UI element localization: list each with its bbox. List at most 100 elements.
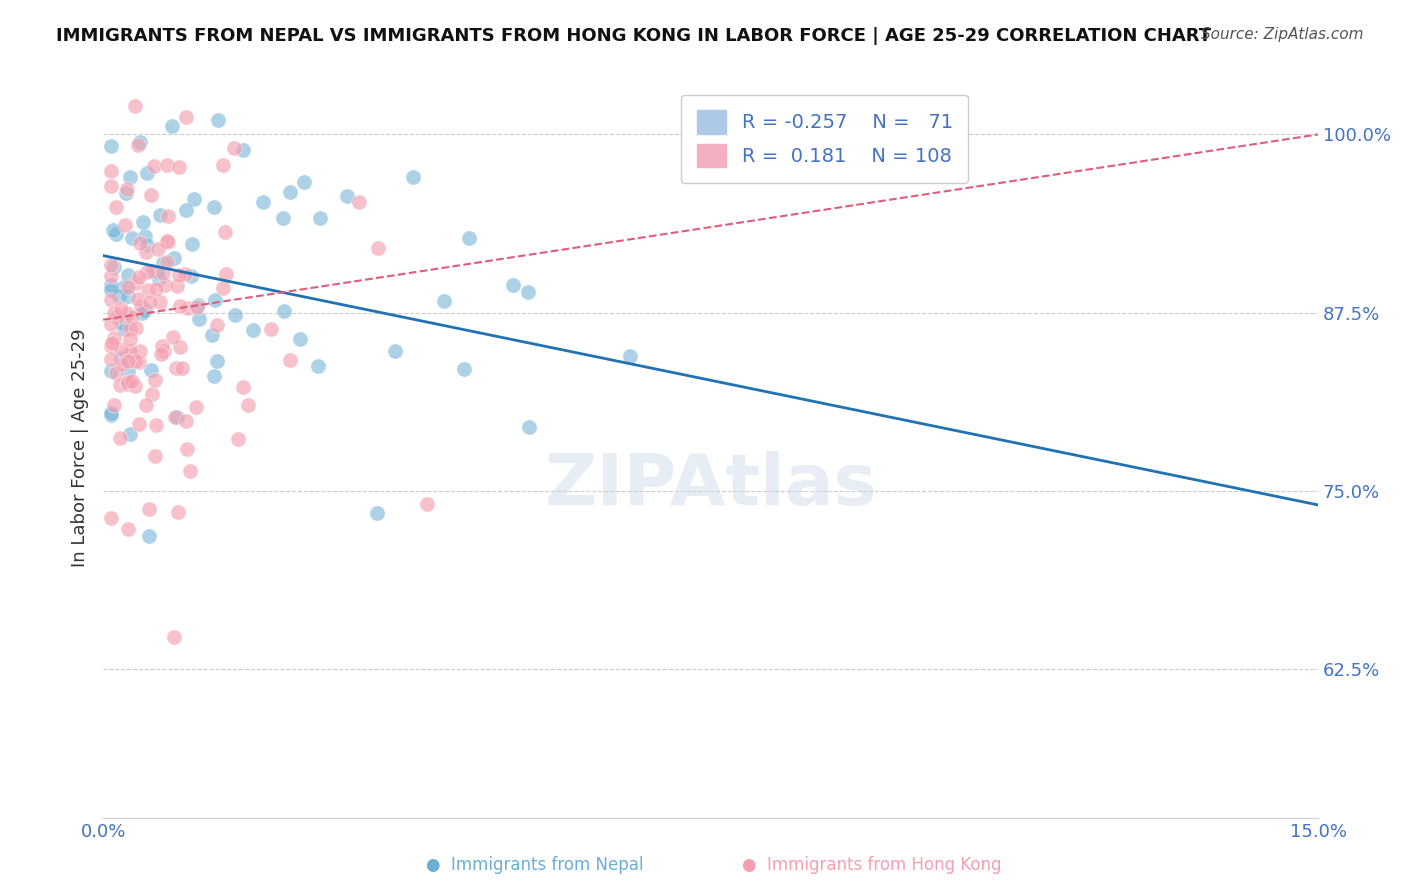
Point [176,414,198,428]
Point [309,211,332,225]
Point [278,185,301,199]
Point [111,357,134,371]
Point [127,137,149,152]
Point [139,188,162,202]
Point [453,361,475,376]
Point [127,293,149,307]
Text: IMMIGRANTS FROM NEPAL VS IMMIGRANTS FROM HONG KONG IN LABOR FORCE | AGE 25-29 CO: IMMIGRANTS FROM NEPAL VS IMMIGRANTS FROM… [56,27,1212,45]
Point [163,631,186,645]
Point [166,410,188,425]
Point [100,269,122,284]
Point [232,379,254,393]
Point [169,160,191,174]
Point [100,179,122,194]
Point [114,219,136,233]
Point [156,255,179,269]
Point [141,264,163,278]
Point [112,321,135,335]
Point [115,181,138,195]
Point [183,192,205,206]
Point [108,431,131,445]
Point [162,330,184,344]
Point [100,351,122,366]
Point [134,229,156,244]
Point [141,387,163,401]
Point [224,308,246,322]
Point [118,427,141,442]
Point [145,417,167,432]
Point [160,119,183,133]
Point [155,235,177,249]
Point [176,442,198,456]
Point [152,266,174,280]
Point [117,376,139,391]
Point [150,347,173,361]
Point [167,504,190,518]
Point [129,344,152,359]
Point [150,339,173,353]
Point [124,99,146,113]
Text: ●  Immigrants from Nepal: ● Immigrants from Nepal [426,856,643,874]
Point [100,293,122,307]
Point [136,265,159,279]
Point [166,279,188,293]
Point [162,251,184,265]
Point [260,321,283,335]
Point [108,289,131,303]
Point [148,271,170,285]
Point [112,280,135,294]
Point [101,335,124,350]
Point [177,301,200,316]
Point [307,359,329,374]
Point [187,298,209,312]
Point [100,364,122,378]
Point [128,270,150,285]
Point [169,340,191,354]
Point [174,268,197,282]
Point [129,299,152,313]
Point [242,323,264,337]
Point [100,406,122,420]
Point [125,354,148,368]
Point [273,304,295,318]
Point [125,276,148,290]
Point [121,347,143,361]
Point [366,506,388,520]
Point [145,283,167,297]
Point [136,237,159,252]
Point [186,300,208,314]
Point [100,278,122,293]
Point [416,496,439,510]
Point [149,208,172,222]
Point [156,235,179,250]
Point [110,316,132,330]
Point [153,277,176,292]
Point [136,283,159,297]
Point [103,260,125,274]
Point [117,354,139,368]
Point [457,231,479,245]
Point [121,374,143,388]
Point [232,144,254,158]
Point [100,283,122,297]
Point [384,343,406,358]
Point [347,195,370,210]
Point [103,398,125,412]
Point [174,110,197,124]
Point [149,295,172,310]
Point [100,139,122,153]
Text: Source: ZipAtlas.com: Source: ZipAtlas.com [1201,27,1364,42]
Point [139,295,162,310]
Point [205,354,228,368]
Point [100,259,122,273]
Point [120,322,142,336]
Point [148,242,170,256]
Point [128,417,150,431]
Text: ZIPAtlas: ZIPAtlas [544,450,877,519]
Point [516,285,538,300]
Point [143,373,166,387]
Point [205,318,228,333]
Point [114,309,136,323]
Point [117,289,139,303]
Point [181,236,204,251]
